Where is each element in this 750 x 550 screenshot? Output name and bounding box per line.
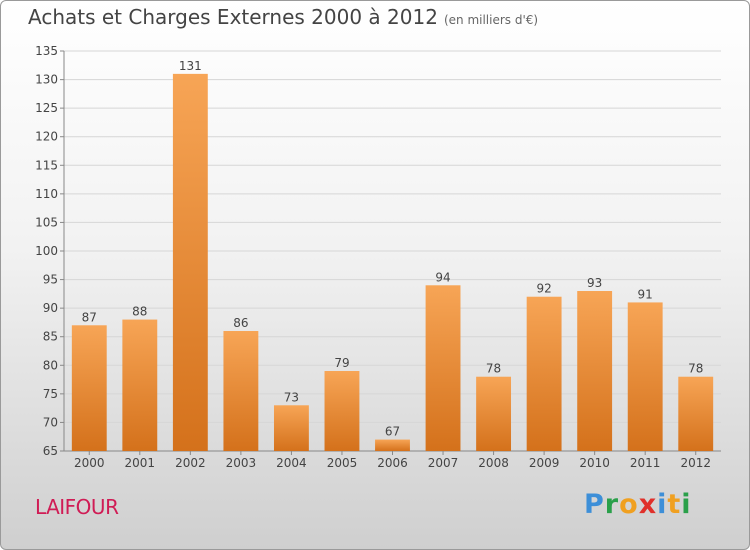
y-tick-label: 70 (43, 415, 58, 429)
x-tick-label-2001: 2001 (125, 456, 156, 470)
data-label-2000: 87 (82, 310, 97, 324)
data-label-2003: 86 (233, 316, 248, 330)
bar-2003 (223, 331, 259, 451)
y-tick-label: 90 (43, 301, 58, 315)
y-tick-label: 110 (35, 187, 58, 201)
x-tick-label-2005: 2005 (327, 456, 358, 470)
bar-2009 (526, 296, 562, 451)
bar-2006 (375, 439, 410, 451)
logo-letter: i (681, 489, 692, 520)
y-tick-label: 105 (35, 215, 58, 229)
data-label-2006: 67 (385, 425, 400, 439)
data-label-2005: 79 (334, 356, 349, 370)
x-tick-label-2003: 2003 (226, 456, 257, 470)
x-tick-label-2004: 2004 (276, 456, 307, 470)
data-label-2004: 73 (284, 390, 299, 404)
logo-letter: r (604, 489, 620, 520)
bar-2008 (476, 376, 512, 451)
unit-label: (en milliers d'€) (443, 13, 539, 27)
bar-2005 (324, 371, 360, 451)
chart-title: Achats et Charges Externes 2000 à 2012 (e… (28, 5, 538, 29)
data-label-2008: 78 (486, 362, 501, 376)
data-label-2002: 131 (179, 59, 202, 73)
y-tick-label: 120 (35, 130, 58, 144)
logo-letter: o (619, 489, 639, 520)
x-tick-label-2010: 2010 (579, 456, 610, 470)
proxiti-logo: Proxiti (584, 489, 692, 520)
data-label-2012: 78 (688, 362, 703, 376)
commune-name: LAIFOUR (35, 495, 119, 519)
y-tick-label: 100 (35, 244, 58, 258)
bar-2004 (273, 405, 309, 451)
bar-2012 (678, 376, 714, 451)
data-label-2010: 93 (587, 276, 602, 290)
y-tick-label: 80 (43, 358, 58, 372)
y-tick-label: 130 (35, 73, 58, 87)
y-tick-label: 115 (35, 158, 58, 172)
bar-2002 (172, 73, 208, 451)
bar-2010 (577, 291, 613, 451)
x-tick-label-2007: 2007 (428, 456, 459, 470)
logo-letter: i (657, 489, 668, 520)
x-tick-label-2012: 2012 (680, 456, 711, 470)
x-tick-label-2011: 2011 (630, 456, 661, 470)
y-tick-label: 125 (35, 101, 58, 115)
y-tick-label: 85 (43, 330, 58, 344)
data-label-2011: 91 (638, 287, 653, 301)
x-tick-label-2000: 2000 (74, 456, 105, 470)
bar-2000 (71, 325, 107, 451)
data-label-2007: 94 (435, 270, 450, 284)
x-tick-label-2008: 2008 (478, 456, 509, 470)
bar-2007 (425, 285, 461, 451)
data-label-2001: 88 (132, 305, 147, 319)
logo-letter: t (667, 489, 682, 520)
x-tick-label-2009: 2009 (529, 456, 560, 470)
data-label-2009: 92 (536, 282, 551, 296)
y-tick-label: 75 (43, 387, 58, 401)
bar-2011 (627, 302, 663, 451)
bar-2001 (122, 319, 158, 451)
logo-letter: P (584, 489, 605, 520)
y-tick-label: 65 (43, 444, 58, 458)
title-text: Achats et Charges Externes 2000 à 2012 (28, 5, 438, 29)
y-tick-label: 135 (35, 44, 58, 58)
y-tick-label: 95 (43, 273, 58, 287)
x-tick-label-2006: 2006 (377, 456, 408, 470)
x-tick-label-2002: 2002 (175, 456, 206, 470)
logo-letter: x (638, 489, 658, 520)
